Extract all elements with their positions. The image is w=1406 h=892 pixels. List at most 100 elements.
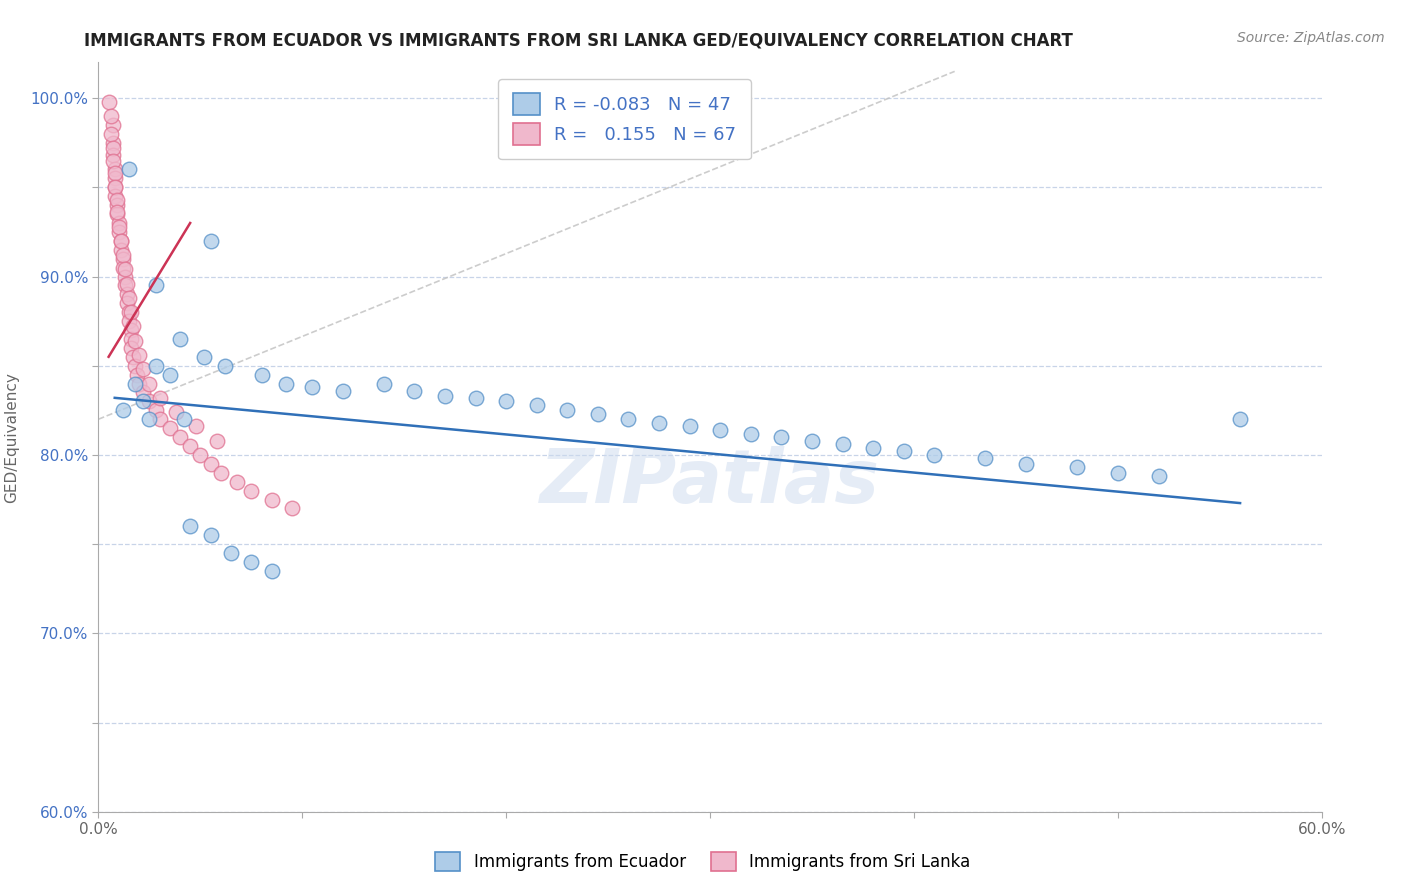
Point bbox=[974, 451, 997, 466]
Point bbox=[111, 260, 134, 275]
Point bbox=[801, 434, 824, 448]
Point bbox=[159, 368, 181, 382]
Point bbox=[145, 403, 167, 417]
Text: Source: ZipAtlas.com: Source: ZipAtlas.com bbox=[1237, 31, 1385, 45]
Point bbox=[648, 416, 671, 430]
Point bbox=[169, 332, 191, 346]
Text: ZIPatlas: ZIPatlas bbox=[540, 445, 880, 518]
Point bbox=[586, 407, 609, 421]
Point bbox=[122, 319, 145, 334]
Point bbox=[115, 287, 138, 301]
Point bbox=[105, 193, 128, 207]
Point bbox=[97, 95, 120, 109]
Point bbox=[108, 219, 131, 234]
Point bbox=[301, 380, 323, 394]
Point bbox=[120, 323, 142, 337]
Point bbox=[179, 439, 201, 453]
Point bbox=[115, 296, 138, 310]
Point bbox=[127, 368, 149, 382]
Point bbox=[101, 141, 124, 155]
Point bbox=[120, 341, 142, 355]
Point bbox=[108, 225, 131, 239]
Point bbox=[219, 546, 242, 560]
Point bbox=[120, 332, 142, 346]
Point bbox=[831, 437, 853, 451]
Point bbox=[105, 198, 128, 212]
Point bbox=[770, 430, 793, 444]
Point bbox=[526, 398, 548, 412]
Point bbox=[101, 136, 124, 150]
Text: IMMIGRANTS FROM ECUADOR VS IMMIGRANTS FROM SRI LANKA GED/EQUIVALENCY CORRELATION: IMMIGRANTS FROM ECUADOR VS IMMIGRANTS FR… bbox=[84, 31, 1073, 49]
Point bbox=[124, 376, 146, 391]
Point bbox=[260, 492, 283, 507]
Point bbox=[111, 248, 134, 262]
Point bbox=[105, 205, 128, 219]
Point bbox=[101, 153, 124, 168]
Point bbox=[118, 162, 141, 177]
Point bbox=[193, 350, 215, 364]
Point bbox=[404, 384, 426, 398]
Point bbox=[104, 180, 127, 194]
Point bbox=[118, 305, 141, 319]
Point bbox=[179, 519, 201, 533]
Point bbox=[240, 483, 263, 498]
Point bbox=[101, 148, 124, 162]
Point bbox=[128, 348, 150, 362]
Point bbox=[205, 434, 228, 448]
Point bbox=[111, 252, 134, 266]
Point bbox=[922, 448, 945, 462]
Point bbox=[132, 394, 155, 409]
Point bbox=[132, 362, 155, 376]
Point bbox=[1107, 466, 1129, 480]
Point bbox=[200, 528, 222, 542]
Point bbox=[159, 421, 181, 435]
Legend: Immigrants from Ecuador, Immigrants from Sri Lanka: Immigrants from Ecuador, Immigrants from… bbox=[427, 843, 979, 880]
Point bbox=[124, 359, 146, 373]
Point bbox=[104, 166, 127, 180]
Point bbox=[104, 162, 127, 177]
Point bbox=[100, 127, 122, 141]
Point bbox=[110, 243, 132, 257]
Point bbox=[709, 423, 731, 437]
Point bbox=[100, 109, 122, 123]
Legend: R = -0.083   N = 47, R =   0.155   N = 67: R = -0.083 N = 47, R = 0.155 N = 67 bbox=[498, 79, 751, 159]
Point bbox=[617, 412, 640, 426]
Point bbox=[200, 457, 222, 471]
Point bbox=[214, 359, 236, 373]
Y-axis label: GED/Equivalency: GED/Equivalency bbox=[4, 372, 18, 502]
Point bbox=[555, 403, 579, 417]
Point bbox=[101, 118, 124, 132]
Point bbox=[128, 376, 150, 391]
Point bbox=[105, 207, 128, 221]
Point bbox=[132, 385, 155, 400]
Point bbox=[110, 234, 132, 248]
Point bbox=[122, 350, 145, 364]
Point bbox=[274, 376, 297, 391]
Point bbox=[250, 368, 273, 382]
Point bbox=[240, 555, 263, 569]
Point bbox=[108, 216, 131, 230]
Point bbox=[281, 501, 304, 516]
Point bbox=[120, 305, 142, 319]
Point bbox=[173, 412, 195, 426]
Point bbox=[145, 359, 167, 373]
Point bbox=[186, 419, 208, 434]
Point bbox=[464, 391, 486, 405]
Point bbox=[1229, 412, 1251, 426]
Point bbox=[104, 171, 127, 186]
Point bbox=[138, 394, 160, 409]
Point bbox=[114, 262, 136, 277]
Point bbox=[200, 234, 222, 248]
Point bbox=[226, 475, 249, 489]
Point bbox=[114, 278, 136, 293]
Point bbox=[138, 376, 160, 391]
Point bbox=[740, 426, 762, 441]
Point bbox=[124, 334, 146, 348]
Point bbox=[110, 234, 132, 248]
Point bbox=[679, 419, 702, 434]
Point bbox=[434, 389, 457, 403]
Point bbox=[104, 180, 127, 194]
Point bbox=[260, 564, 283, 578]
Point bbox=[332, 384, 354, 398]
Point bbox=[115, 277, 138, 291]
